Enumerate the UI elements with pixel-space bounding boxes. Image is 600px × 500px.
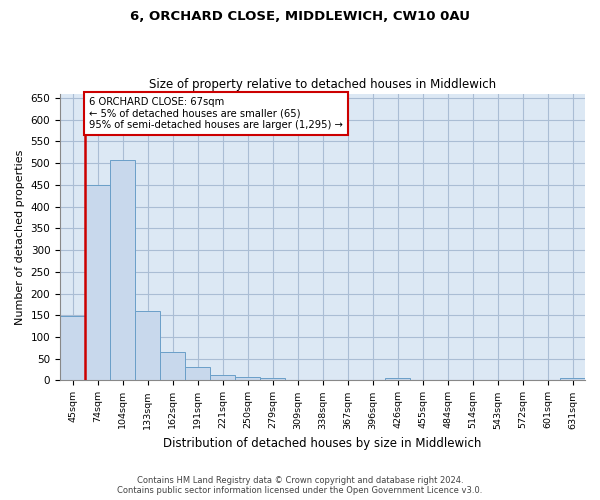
Text: 6, ORCHARD CLOSE, MIDDLEWICH, CW10 0AU: 6, ORCHARD CLOSE, MIDDLEWICH, CW10 0AU bbox=[130, 10, 470, 23]
Bar bbox=[235, 377, 260, 380]
Bar bbox=[60, 316, 85, 380]
Bar bbox=[210, 375, 235, 380]
Text: 6 ORCHARD CLOSE: 67sqm
← 5% of detached houses are smaller (65)
95% of semi-deta: 6 ORCHARD CLOSE: 67sqm ← 5% of detached … bbox=[89, 96, 343, 130]
Bar bbox=[560, 378, 585, 380]
Bar bbox=[160, 352, 185, 380]
Bar bbox=[135, 311, 160, 380]
Y-axis label: Number of detached properties: Number of detached properties bbox=[15, 150, 25, 324]
Bar bbox=[85, 185, 110, 380]
Bar bbox=[110, 160, 135, 380]
Bar bbox=[260, 378, 285, 380]
Bar bbox=[385, 378, 410, 380]
X-axis label: Distribution of detached houses by size in Middlewich: Distribution of detached houses by size … bbox=[163, 437, 482, 450]
Title: Size of property relative to detached houses in Middlewich: Size of property relative to detached ho… bbox=[149, 78, 496, 91]
Bar bbox=[185, 368, 210, 380]
Text: Contains HM Land Registry data © Crown copyright and database right 2024.
Contai: Contains HM Land Registry data © Crown c… bbox=[118, 476, 482, 495]
